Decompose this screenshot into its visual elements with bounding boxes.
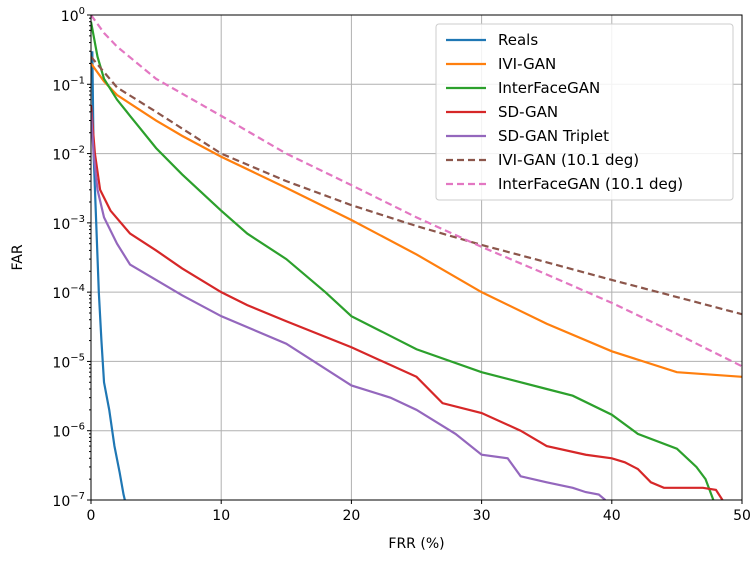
x-tick-label: 30 <box>473 508 491 524</box>
series-line-0 <box>91 51 126 500</box>
y-tick-label: 10−5 <box>52 352 85 371</box>
legend-label: InterFaceGAN (10.1 deg) <box>498 175 683 193</box>
y-axis-label: FAR <box>10 244 26 270</box>
legend-label: IVI-GAN (10.1 deg) <box>498 151 639 169</box>
series-line-4 <box>91 111 606 500</box>
x-tick-label: 20 <box>342 508 360 524</box>
series-line-6 <box>91 15 742 368</box>
series-layer <box>91 15 742 500</box>
series-line-1 <box>91 62 742 378</box>
y-tick-label: 10−3 <box>52 214 85 233</box>
plot-frame <box>90 14 743 501</box>
legend-box <box>435 23 734 201</box>
x-tick-label: 40 <box>603 508 621 524</box>
x-tick-label: 0 <box>87 508 96 524</box>
y-tick-label: 10−4 <box>52 283 85 302</box>
y-tick-label: 10−6 <box>52 422 85 441</box>
y-tick-label: 100 <box>61 6 85 25</box>
series-line-5 <box>91 55 742 316</box>
legend-label: IVI-GAN <box>498 55 556 73</box>
x-tick-label: 50 <box>733 508 751 524</box>
y-tick-label: 10−7 <box>52 491 85 510</box>
legend-label: InterFaceGAN <box>498 79 600 97</box>
x-tick-label: 10 <box>212 508 230 524</box>
axis-ticks: 0 10 20 30 40 50 10−7 10−6 10−5 10−4 10−3 10−2 10−1 1… <box>52 6 750 524</box>
legend-label: SD-GAN <box>498 103 558 121</box>
y-tick-label: 10−1 <box>52 75 85 94</box>
y-tick-label: 10−2 <box>52 145 85 164</box>
legend: Reals IVI-GAN InterFaceGAN SD-GAN SD-GAN Tri… <box>435 23 734 201</box>
legend-label: SD-GAN Triplet <box>498 127 609 145</box>
series-line-2 <box>91 21 715 500</box>
legend-label: Reals <box>498 31 538 49</box>
x-axis-label: FRR (%) <box>388 536 444 552</box>
series-line-3 <box>91 105 724 500</box>
